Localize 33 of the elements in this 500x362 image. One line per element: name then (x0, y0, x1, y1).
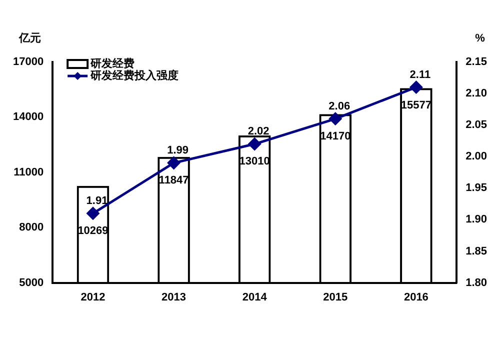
y-tick-label: 8000 (19, 222, 44, 234)
data-label: 15577 (400, 100, 432, 112)
y-axis-title: 亿元 (18, 32, 41, 45)
y2-tick-label: 2.05 (466, 119, 488, 132)
y2-tick-label: 1.95 (466, 182, 488, 194)
data-label: 2.02 (248, 126, 270, 138)
legend-label: 研发经费 (90, 57, 135, 70)
data-label: 1.99 (167, 144, 188, 156)
y-tick-label: 5000 (19, 276, 44, 289)
point (410, 80, 422, 94)
point (248, 138, 261, 150)
y2-tick-label: 2.15 (466, 56, 488, 68)
x-tick-label: 2016 (404, 291, 428, 304)
y-tick-label: 14000 (12, 111, 44, 124)
data-label: 2.11 (410, 68, 431, 81)
y2-tick-label: 2.10 (466, 88, 488, 100)
y2-tick-label: 1.85 (466, 245, 488, 258)
y-tick-label: 17000 (12, 56, 44, 68)
x-tick-label: 2013 (162, 291, 186, 304)
point (329, 112, 342, 126)
point (86, 207, 100, 220)
data-label: 2.06 (328, 100, 350, 112)
point (168, 156, 180, 170)
y2-tick-label: 1.90 (466, 214, 488, 226)
x-tick-label: 2012 (80, 291, 106, 304)
x-tick-label: 2015 (323, 291, 348, 304)
y2-axis-title: % (475, 32, 486, 45)
x-tick-label: 2014 (242, 291, 268, 304)
legend-label: 研发经费投入强度 (90, 69, 179, 82)
y-tick-label: 11000 (14, 166, 44, 178)
data-label: 11847 (158, 174, 189, 186)
y2-tick-label: 1.80 (466, 276, 488, 289)
y2-tick-label: 2.00 (466, 150, 488, 163)
